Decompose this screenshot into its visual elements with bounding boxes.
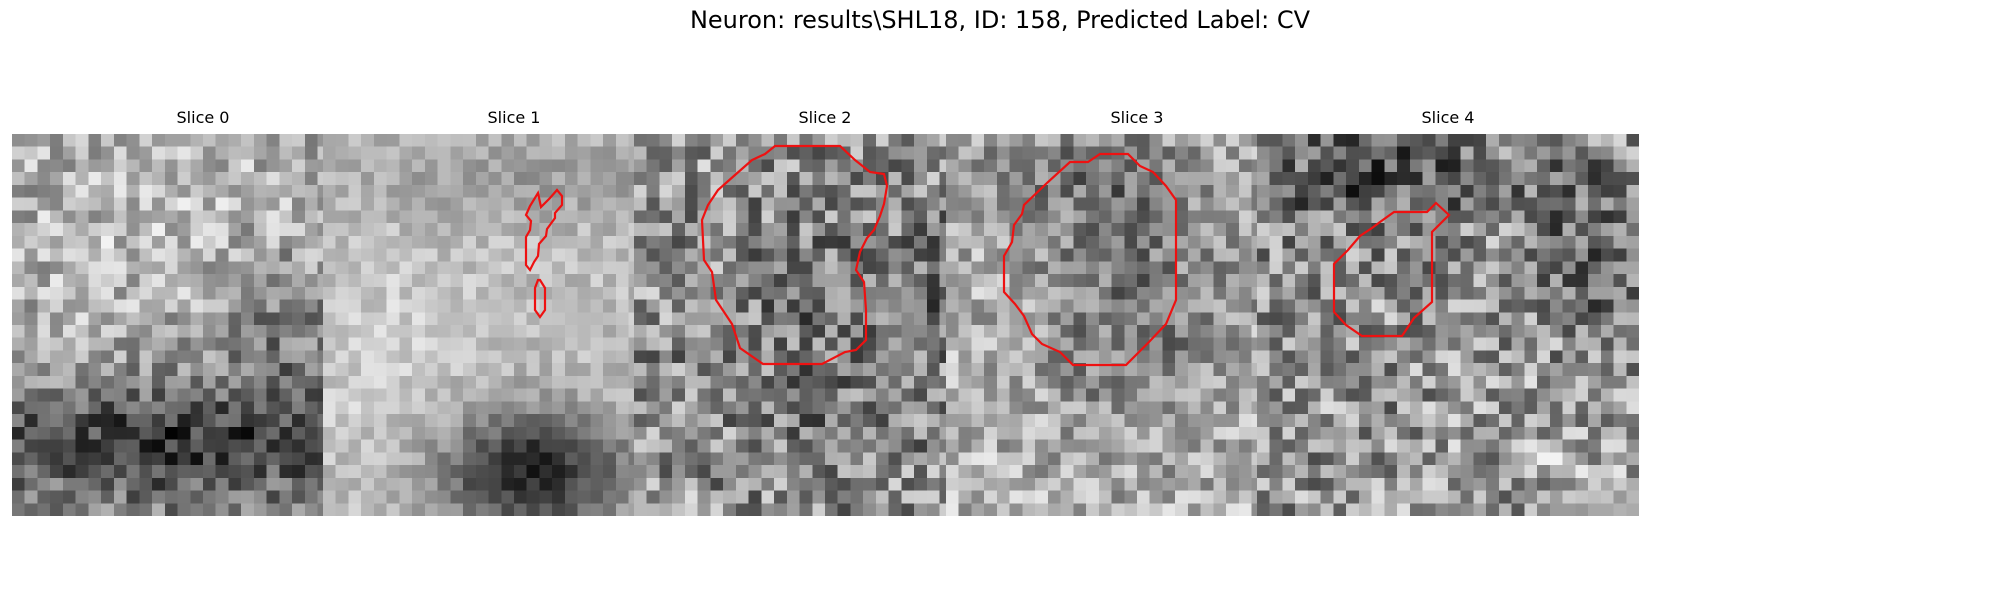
slice-4-title: Slice 4 <box>1421 108 1475 127</box>
slice-4-contour-overlay <box>1332 201 1451 338</box>
slice-3-contour-overlay <box>1002 152 1178 367</box>
slice-3-title: Slice 3 <box>1110 108 1164 127</box>
slice-1-contour <box>524 188 564 273</box>
slice-1-contour-small <box>533 278 547 319</box>
slice-2-contour <box>700 144 889 366</box>
slice-1-title: Slice 1 <box>487 108 541 127</box>
slice-4-image <box>1257 134 1639 516</box>
slice-4-contour <box>1332 201 1451 338</box>
slice-2-title: Slice 2 <box>798 108 852 127</box>
slice-2-contour-overlay <box>700 144 889 366</box>
slice-1-contour-overlay <box>524 188 564 319</box>
slice-4-panel: Slice 4 <box>1257 108 1639 516</box>
slice-0-title: Slice 0 <box>176 108 230 127</box>
figure-title: Neuron: results\SHL18, ID: 158, Predicte… <box>689 6 1311 34</box>
slice-3-contour <box>1002 152 1178 367</box>
